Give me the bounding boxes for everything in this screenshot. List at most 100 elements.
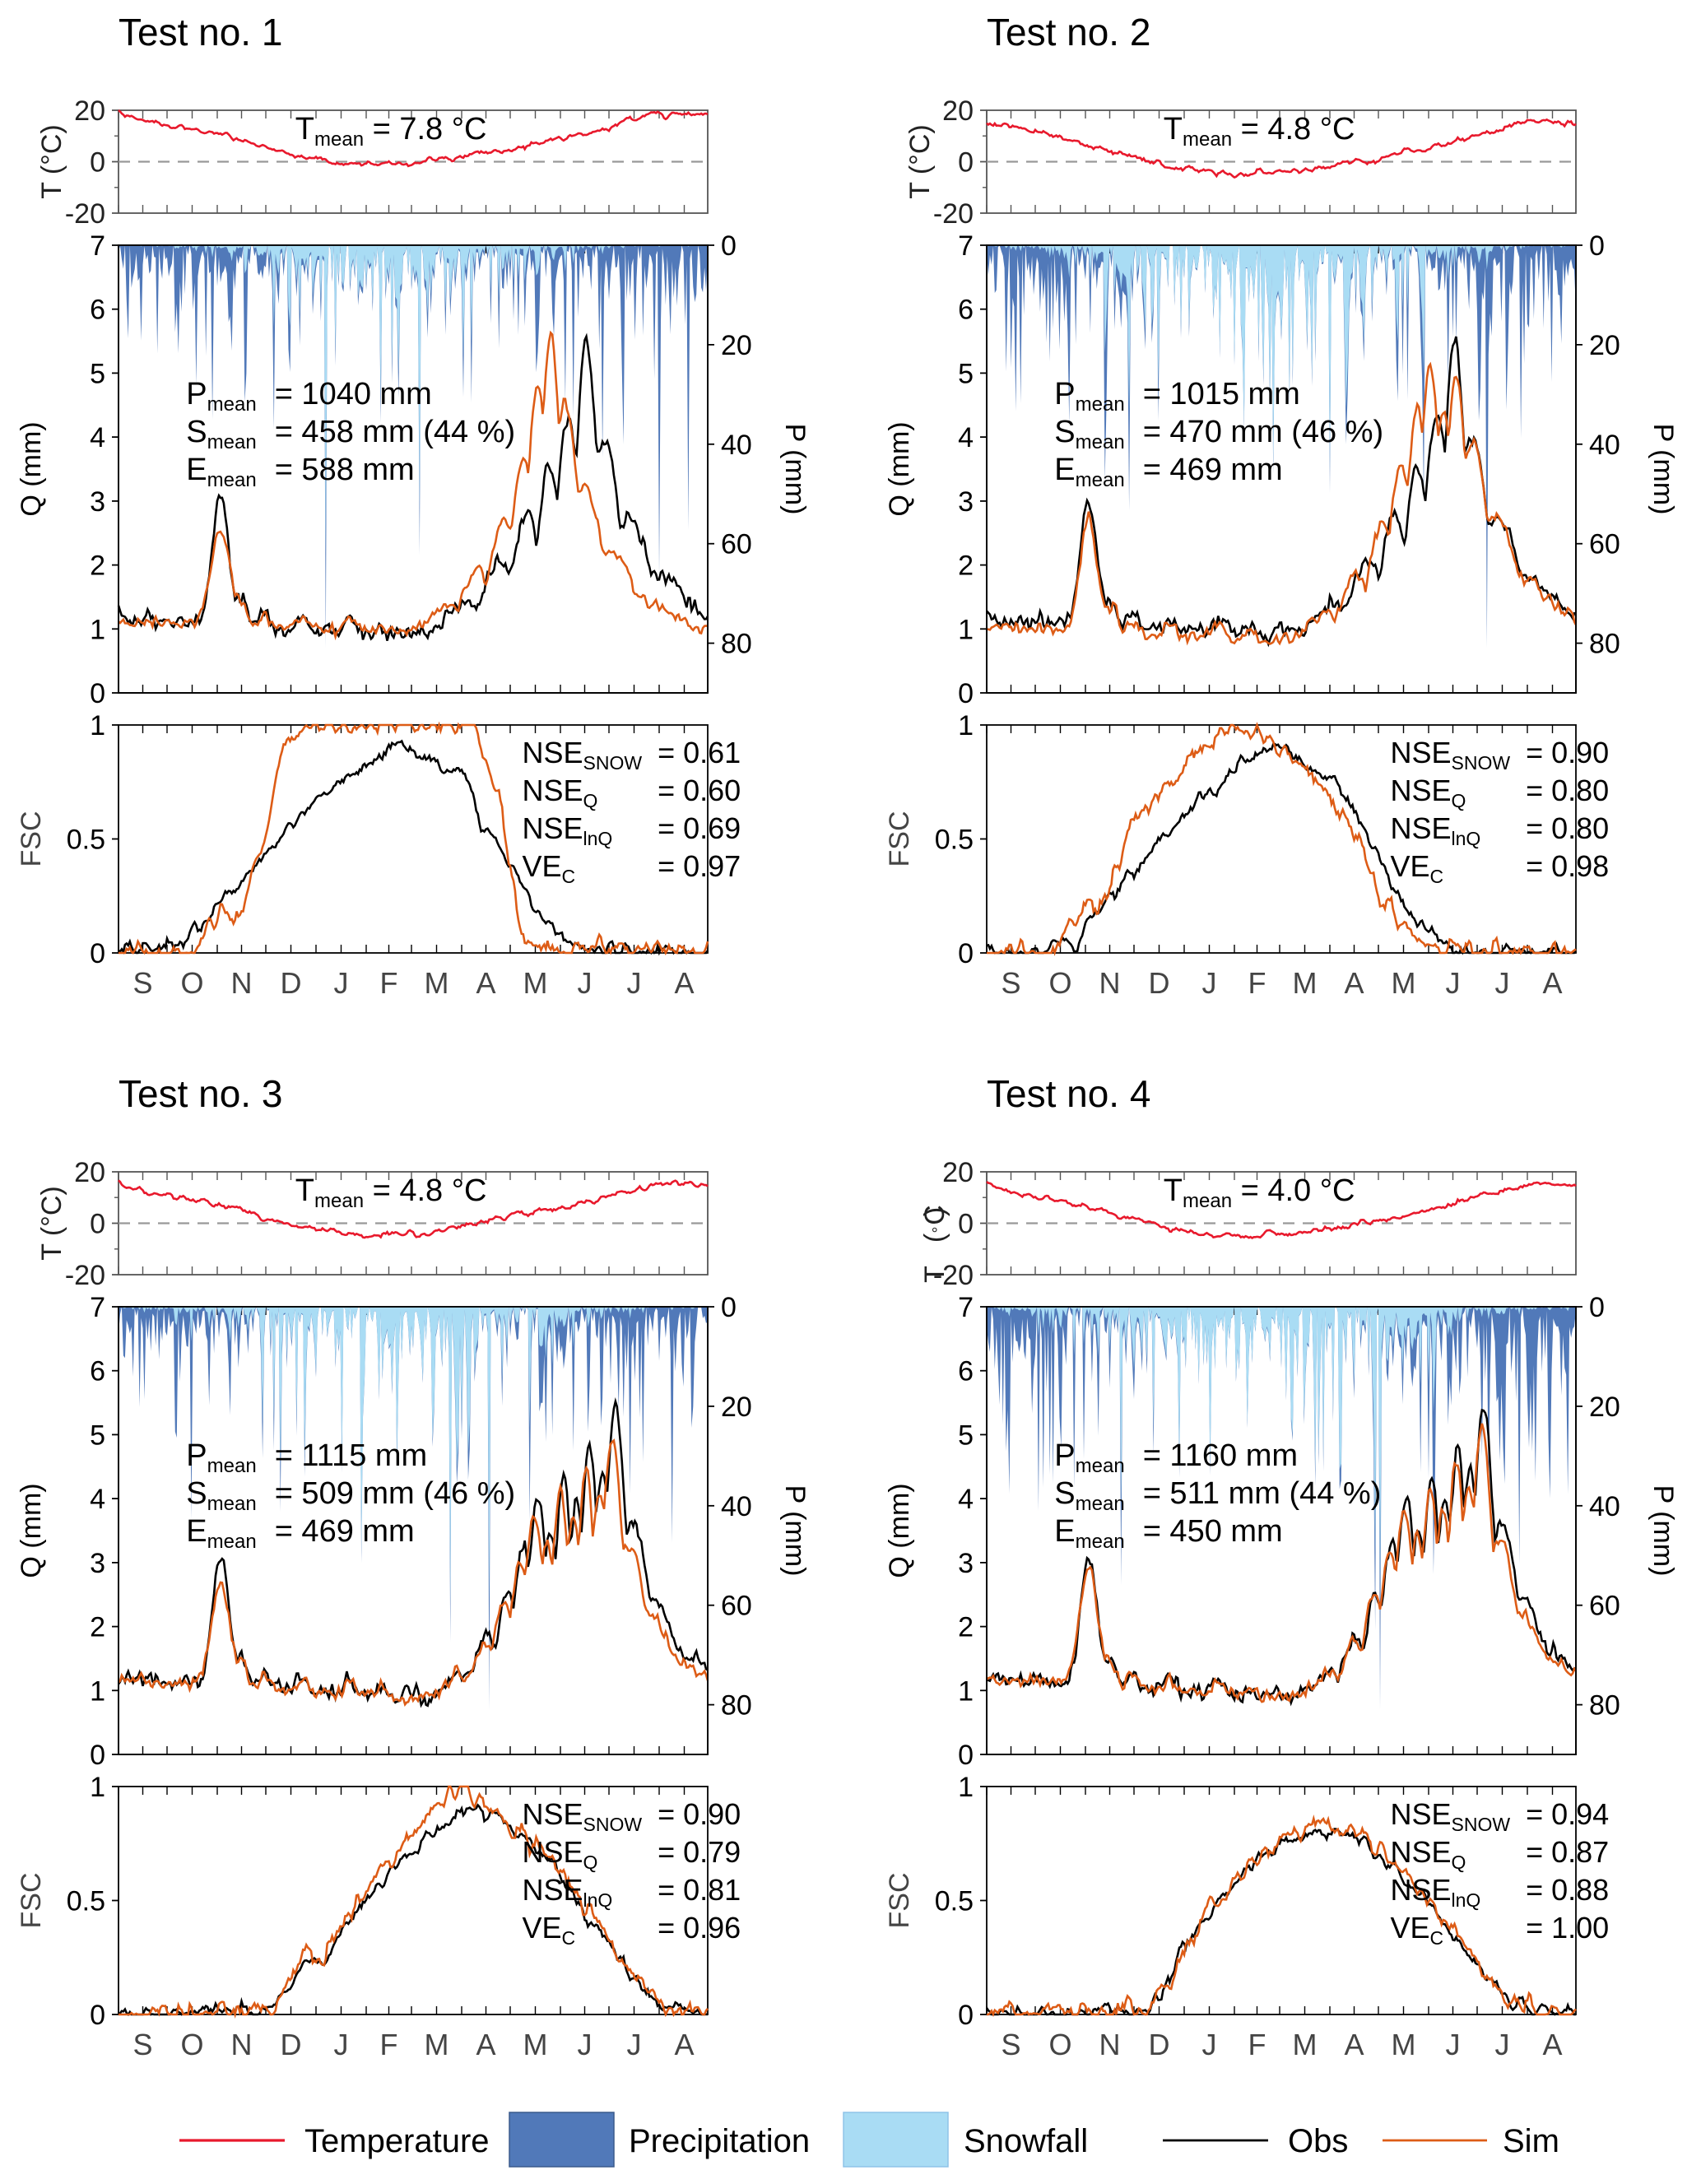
svg-text:2: 2: [958, 1612, 974, 1643]
svg-text:O: O: [180, 2028, 203, 2061]
svg-text:5: 5: [958, 358, 974, 389]
svg-text:Precipitation: Precipitation: [629, 2123, 810, 2159]
svg-text:J: J: [1202, 966, 1217, 1000]
svg-text:5: 5: [90, 1420, 105, 1451]
svg-text:= 0.69: = 0.69: [658, 811, 741, 845]
svg-text:P (mm): P (mm): [779, 424, 811, 515]
svg-text:-20: -20: [65, 198, 105, 230]
svg-text:M: M: [425, 966, 449, 1000]
svg-text:20: 20: [942, 95, 974, 127]
svg-text:0.5: 0.5: [935, 825, 974, 856]
svg-text:0.5: 0.5: [935, 1886, 974, 1917]
svg-text:0.5: 0.5: [67, 825, 105, 856]
svg-text:Q (mm): Q (mm): [16, 421, 47, 516]
svg-text:= 1015 mm: = 1015 mm: [1143, 377, 1300, 411]
svg-text:3: 3: [958, 1548, 974, 1579]
svg-text:3: 3: [90, 486, 105, 518]
svg-text:20: 20: [74, 1157, 105, 1188]
svg-text:60: 60: [1589, 529, 1620, 560]
svg-text:20: 20: [1589, 330, 1620, 361]
svg-text:Q (mm): Q (mm): [884, 1483, 915, 1578]
svg-text:Test no. 3: Test no. 3: [119, 1072, 282, 1115]
svg-text:J: J: [1446, 2028, 1461, 2061]
svg-text:= 0.81: = 0.81: [658, 1873, 741, 1907]
svg-text:A: A: [476, 966, 495, 1000]
svg-text:= 0.90: = 0.90: [658, 1797, 741, 1831]
svg-text:F: F: [1248, 966, 1266, 1000]
svg-text:6: 6: [90, 295, 105, 326]
svg-text:40: 40: [721, 1491, 752, 1522]
svg-text:4: 4: [958, 1484, 974, 1515]
svg-text:F: F: [380, 2028, 398, 2061]
svg-text:Test no. 2: Test no. 2: [987, 11, 1150, 53]
svg-text:= 588 mm: = 588 mm: [275, 453, 415, 487]
svg-text:5: 5: [90, 358, 105, 389]
svg-text:M: M: [1392, 966, 1416, 1000]
svg-text:D: D: [281, 966, 302, 1000]
svg-text:= 509 mm (46 %): = 509 mm (46 %): [275, 1476, 516, 1511]
svg-text:1: 1: [958, 614, 974, 645]
svg-text:M: M: [1392, 2028, 1416, 2061]
svg-text:A: A: [1344, 966, 1364, 1000]
svg-text:J: J: [1495, 966, 1510, 1000]
svg-text:FSC: FSC: [16, 1873, 47, 1929]
svg-text:D: D: [1149, 2028, 1170, 2061]
svg-text:6: 6: [958, 295, 974, 326]
svg-text:0: 0: [1589, 230, 1605, 262]
svg-text:M: M: [1293, 966, 1318, 1000]
svg-text:0: 0: [958, 678, 974, 709]
svg-text:0: 0: [90, 1740, 105, 1771]
svg-text:J: J: [334, 2028, 349, 2061]
svg-text:0: 0: [90, 678, 105, 709]
svg-text:N: N: [231, 2028, 253, 2061]
svg-text:J: J: [578, 2028, 593, 2061]
svg-text:J: J: [627, 2028, 642, 2061]
svg-text:7: 7: [90, 230, 105, 262]
svg-text:= 450 mm: = 450 mm: [1143, 1514, 1283, 1549]
svg-text:40: 40: [1589, 1491, 1620, 1522]
svg-text:7: 7: [90, 1292, 105, 1323]
svg-text:FSC: FSC: [16, 811, 47, 867]
svg-text:0: 0: [721, 230, 737, 262]
svg-text:°: °: [930, 1227, 948, 1234]
svg-text:= 1.00: = 1.00: [1526, 1911, 1609, 1945]
svg-text:5: 5: [958, 1420, 974, 1451]
svg-text:F: F: [380, 966, 398, 1000]
svg-text:1: 1: [90, 614, 105, 645]
svg-text:0: 0: [90, 938, 105, 969]
svg-text:J: J: [1495, 2028, 1510, 2061]
svg-text:S: S: [132, 2028, 152, 2061]
svg-text:80: 80: [721, 1690, 752, 1722]
svg-text:O: O: [180, 966, 203, 1000]
svg-text:4: 4: [90, 1484, 105, 1515]
svg-text:FSC: FSC: [884, 811, 915, 867]
svg-text:= 469 mm: = 469 mm: [275, 1514, 415, 1549]
svg-text:6: 6: [958, 1356, 974, 1387]
svg-text:2: 2: [90, 1612, 105, 1643]
svg-text:M: M: [425, 2028, 449, 2061]
svg-text:T: T: [919, 1266, 950, 1283]
svg-text:J: J: [1446, 966, 1461, 1000]
svg-text:20: 20: [942, 1157, 974, 1188]
svg-text:0: 0: [958, 2000, 974, 2031]
svg-text:A: A: [1542, 2028, 1562, 2061]
svg-text:60: 60: [721, 1591, 752, 1622]
svg-text:Q (mm): Q (mm): [16, 1483, 47, 1578]
svg-text:D: D: [281, 2028, 302, 2061]
svg-text:0: 0: [958, 1209, 974, 1240]
svg-text:O: O: [1048, 966, 1071, 1000]
svg-text:O: O: [1048, 2028, 1071, 2061]
svg-text:M: M: [523, 2028, 548, 2061]
svg-text:2: 2: [90, 551, 105, 582]
svg-text:20: 20: [721, 330, 752, 361]
svg-text:20: 20: [74, 95, 105, 127]
svg-text:): ): [919, 1207, 950, 1216]
svg-text:1: 1: [90, 1772, 105, 1803]
svg-text:Test no. 4: Test no. 4: [987, 1072, 1150, 1115]
svg-text:40: 40: [1589, 430, 1620, 461]
svg-text:S: S: [1001, 966, 1020, 1000]
svg-text:6: 6: [90, 1356, 105, 1387]
svg-text:3: 3: [90, 1548, 105, 1579]
svg-text:N: N: [1099, 966, 1121, 1000]
svg-text:-20: -20: [65, 1260, 105, 1291]
